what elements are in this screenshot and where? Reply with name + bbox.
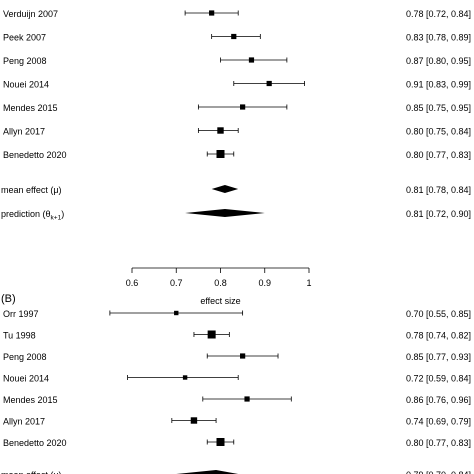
study-row: Peek 2007 0.83 [0.78, 0.89] bbox=[3, 33, 471, 43]
ci-value: 0.78 [0.72, 0.84] bbox=[406, 9, 471, 19]
ci-value: 0.70 [0.55, 0.85] bbox=[406, 309, 471, 319]
ci-value: 0.86 [0.76, 0.96] bbox=[406, 395, 471, 405]
study-label: Peng 2008 bbox=[3, 352, 47, 362]
summary-diamond bbox=[185, 209, 265, 217]
summary-row: mean effect (μ) 0.81 [0.78, 0.84] bbox=[1, 185, 471, 195]
study-row: Benedetto 2020 0.80 [0.77, 0.83] bbox=[3, 438, 471, 448]
forest-panel-a: Verduijn 2007 0.78 [0.72, 0.84] Peek 2007 0… bbox=[1, 9, 471, 306]
study-row: Allyn 2017 0.80 [0.75, 0.84] bbox=[3, 127, 471, 137]
x-tick-label: 0.9 bbox=[258, 278, 271, 288]
study-label: Allyn 2017 bbox=[3, 127, 45, 137]
study-label: Mendes 2015 bbox=[3, 103, 58, 113]
study-label: Benedetto 2020 bbox=[3, 438, 67, 448]
study-row: Nouei 2014 0.72 [0.59, 0.84] bbox=[3, 374, 471, 384]
x-tick-label: 0.7 bbox=[170, 278, 183, 288]
summary-label: mean effect (μ) bbox=[1, 470, 62, 474]
x-tick-label: 0.8 bbox=[214, 278, 227, 288]
point-estimate-marker bbox=[207, 330, 216, 339]
summary-ci-value: 0.81 [0.78, 0.84] bbox=[406, 185, 471, 195]
summary-row: prediction (θk+1) 0.81 [0.72, 0.90] bbox=[1, 209, 471, 222]
study-row: Peng 2008 0.87 [0.80, 0.95] bbox=[3, 56, 471, 66]
summary-diamond bbox=[211, 185, 239, 193]
study-label: Mendes 2015 bbox=[3, 395, 58, 405]
summary-label-end: ) bbox=[61, 209, 64, 219]
summary-label: mean effect (μ) bbox=[1, 185, 62, 195]
x-tick-label: 0.6 bbox=[126, 278, 139, 288]
study-row: Orr 1997 0.70 [0.55, 0.85] bbox=[3, 309, 471, 319]
study-row: Mendes 2015 0.86 [0.76, 0.96] bbox=[3, 395, 471, 405]
ci-value: 0.80 [0.75, 0.84] bbox=[406, 127, 471, 137]
summary-row: mean effect (μ) 0.79 [0.70, 0.84] bbox=[1, 470, 471, 474]
point-estimate-marker bbox=[182, 375, 188, 380]
ci-value: 0.87 [0.80, 0.95] bbox=[406, 56, 471, 66]
study-label: Allyn 2017 bbox=[3, 417, 45, 427]
study-row: Peng 2008 0.85 [0.77, 0.93] bbox=[3, 352, 471, 362]
study-label: Benedetto 2020 bbox=[3, 150, 67, 160]
summary-ci-value: 0.79 [0.70, 0.84] bbox=[406, 470, 471, 474]
point-estimate-marker bbox=[174, 310, 179, 316]
ci-value: 0.83 [0.78, 0.89] bbox=[406, 33, 471, 43]
point-estimate-marker bbox=[231, 33, 237, 40]
summary-ci-value: 0.81 [0.72, 0.90] bbox=[406, 209, 471, 219]
study-label: Orr 1997 bbox=[3, 309, 39, 319]
ci-value: 0.80 [0.77, 0.83] bbox=[406, 438, 471, 448]
x-axis-title: effect size bbox=[200, 296, 240, 306]
point-estimate-marker bbox=[248, 57, 255, 63]
study-row: Mendes 2015 0.85 [0.75, 0.95] bbox=[3, 103, 471, 113]
study-row: Nouei 2014 0.91 [0.83, 0.99] bbox=[3, 80, 471, 90]
ci-value: 0.91 [0.83, 0.99] bbox=[406, 80, 471, 90]
study-label: Nouei 2014 bbox=[3, 374, 49, 384]
study-label: Peng 2008 bbox=[3, 56, 47, 66]
study-row: Verduijn 2007 0.78 [0.72, 0.84] bbox=[3, 9, 471, 19]
study-row: Allyn 2017 0.74 [0.69, 0.79] bbox=[3, 417, 471, 427]
point-estimate-marker bbox=[209, 10, 215, 16]
forest-panel-b: (B) Orr 1997 0.70 [0.55, 0.85] Tu 1998 0.78 … bbox=[1, 293, 471, 474]
summary-label-text: mean effect (μ) bbox=[1, 185, 62, 195]
point-estimate-marker bbox=[240, 104, 246, 110]
ci-value: 0.80 [0.77, 0.83] bbox=[406, 150, 471, 160]
point-estimate-marker bbox=[240, 353, 246, 359]
point-estimate-marker bbox=[217, 127, 224, 134]
x-tick-label: 1 bbox=[306, 278, 311, 288]
ci-value: 0.74 [0.69, 0.79] bbox=[406, 417, 471, 427]
panel-label: (B) bbox=[1, 293, 16, 305]
summary-label-subscript: k+1 bbox=[51, 215, 62, 222]
ci-value: 0.72 [0.59, 0.84] bbox=[406, 374, 471, 384]
point-estimate-marker bbox=[190, 417, 198, 424]
summary-label-text: prediction (θ bbox=[1, 209, 51, 219]
ci-value: 0.85 [0.75, 0.95] bbox=[406, 103, 471, 113]
study-label: Peek 2007 bbox=[3, 33, 46, 43]
x-axis: 0.6 0.7 0.8 0.9 1 effect size bbox=[126, 267, 312, 306]
summary-label-text: mean effect (μ) bbox=[1, 470, 62, 474]
ci-value: 0.85 [0.77, 0.93] bbox=[406, 352, 471, 362]
summary-label: prediction (θk+1) bbox=[1, 209, 64, 222]
study-label: Tu 1998 bbox=[3, 331, 36, 341]
study-row: Tu 1998 0.78 [0.74, 0.82] bbox=[3, 330, 471, 341]
point-estimate-marker bbox=[244, 396, 250, 402]
summary-diamond bbox=[176, 470, 239, 474]
point-estimate-marker bbox=[266, 80, 272, 87]
study-label: Verduijn 2007 bbox=[3, 9, 58, 19]
study-label: Nouei 2014 bbox=[3, 80, 49, 90]
point-estimate-marker bbox=[216, 150, 225, 158]
ci-value: 0.78 [0.74, 0.82] bbox=[406, 331, 471, 341]
point-estimate-marker bbox=[216, 438, 225, 446]
study-row: Benedetto 2020 0.80 [0.77, 0.83] bbox=[3, 150, 471, 160]
